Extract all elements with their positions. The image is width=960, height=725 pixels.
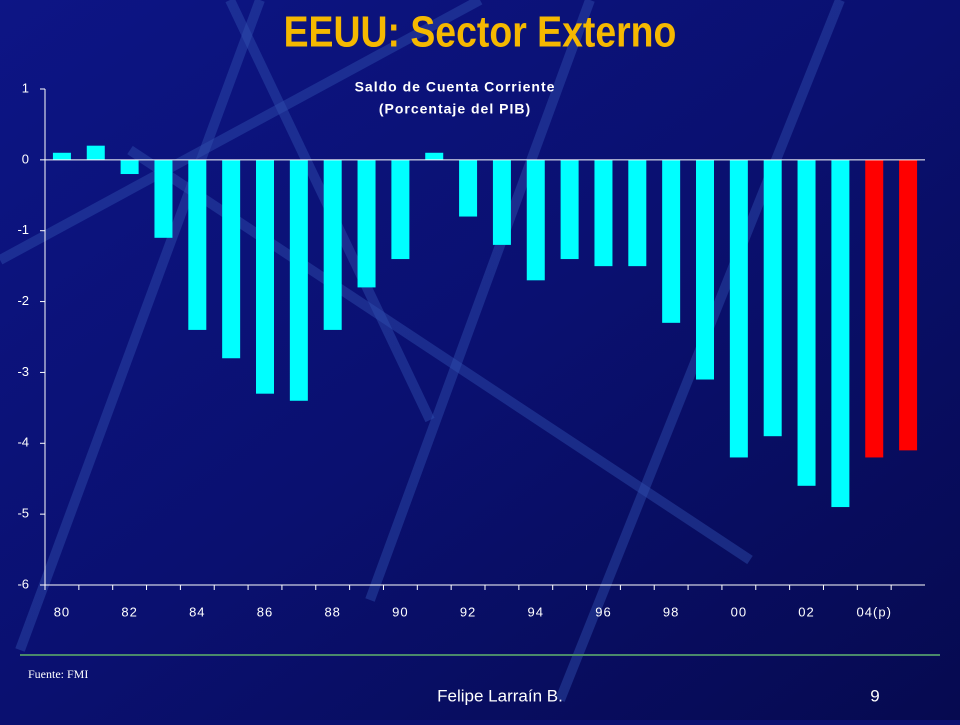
x-tick-label: 96 xyxy=(595,604,611,619)
x-tick-label: 82 xyxy=(121,604,137,619)
bar xyxy=(865,159,884,458)
x-tick-label: 80 xyxy=(54,604,70,619)
bar xyxy=(222,159,241,359)
bar xyxy=(120,159,139,175)
bar xyxy=(425,152,444,160)
y-tick-label: -3 xyxy=(17,364,29,379)
author: Felipe Larraín B. xyxy=(437,686,563,705)
x-tick-label: 86 xyxy=(257,604,273,619)
slide-title: EEUU: Sector Externo xyxy=(284,7,677,57)
x-tick-label: 94 xyxy=(528,604,544,619)
y-tick-label: -5 xyxy=(17,506,29,521)
bar xyxy=(459,159,478,217)
bar xyxy=(492,159,511,245)
y-tick-label: 0 xyxy=(22,151,29,166)
bar xyxy=(526,159,545,281)
chart-title: Saldo de Cuenta Corriente xyxy=(355,79,556,95)
x-tick-label: 00 xyxy=(731,604,747,619)
y-tick-label: -6 xyxy=(17,576,29,591)
y-tick-label: -4 xyxy=(17,435,29,450)
bar xyxy=(763,159,782,437)
x-tick-label: 92 xyxy=(460,604,476,619)
x-tick-label: 02 xyxy=(798,604,814,619)
bar xyxy=(188,159,207,330)
bar xyxy=(560,159,579,260)
bar xyxy=(391,159,410,260)
bar xyxy=(797,159,816,486)
page-number: 9 xyxy=(870,686,879,705)
bar xyxy=(52,152,71,160)
bar xyxy=(662,159,681,323)
bar xyxy=(357,159,376,288)
y-tick-label: -2 xyxy=(17,293,29,308)
bar xyxy=(256,159,274,394)
chart-subtitle: (Porcentaje del PIB) xyxy=(379,101,531,117)
y-tick-label: -1 xyxy=(17,222,29,237)
bar xyxy=(628,159,647,267)
y-tick-label: 1 xyxy=(22,80,29,95)
bar xyxy=(323,159,342,330)
x-tick-label: 98 xyxy=(663,604,679,619)
bar xyxy=(696,159,714,380)
x-tick-label: 04(p) xyxy=(857,604,892,619)
x-tick-label: 90 xyxy=(392,604,408,619)
bar xyxy=(154,159,173,238)
x-tick-label: 88 xyxy=(324,604,340,619)
bar xyxy=(899,159,918,451)
bar xyxy=(729,159,748,458)
bar xyxy=(594,159,613,267)
bar xyxy=(831,159,850,508)
source: Fuente: FMI xyxy=(28,667,88,681)
bar xyxy=(86,145,105,160)
x-tick-label: 84 xyxy=(189,604,205,619)
bar xyxy=(289,159,308,401)
